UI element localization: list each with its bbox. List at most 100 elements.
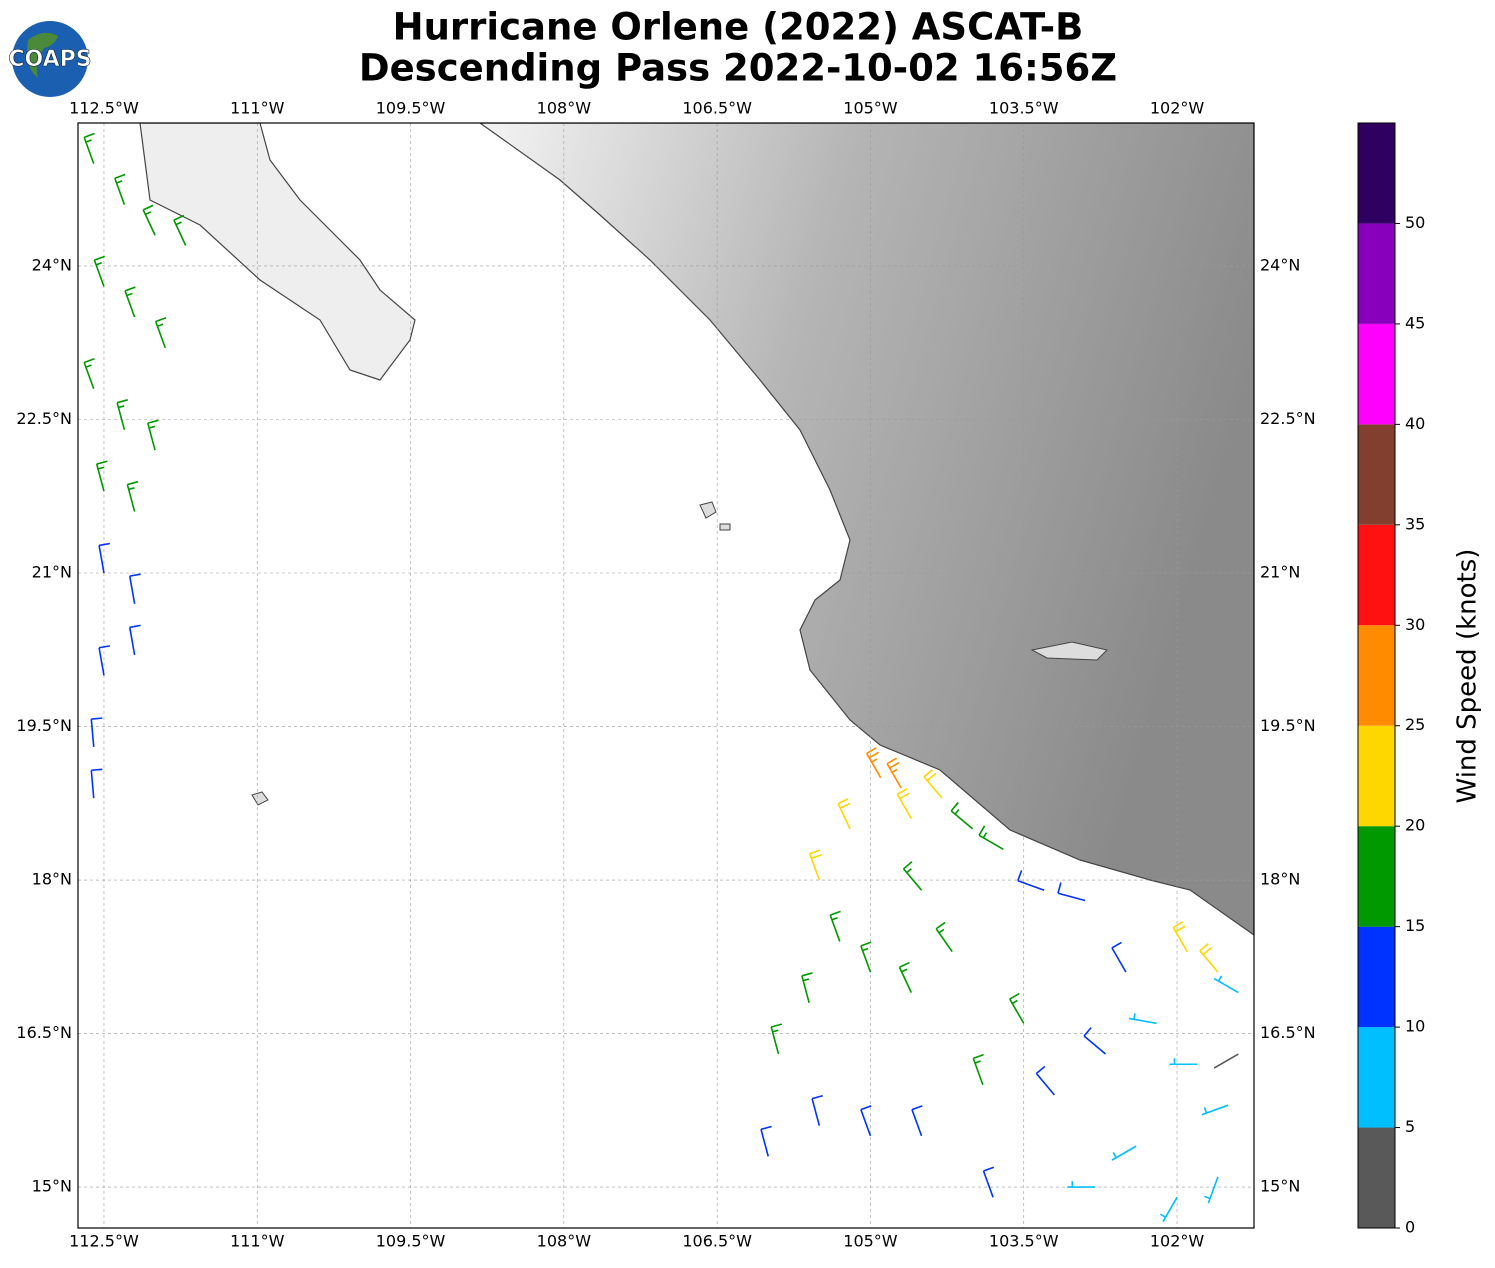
- colorbar-segment: [1358, 625, 1395, 726]
- y-tick-label: 15°N: [1260, 1177, 1300, 1196]
- wind-barb: [90, 768, 103, 799]
- x-tick-label: 108°W: [537, 1232, 592, 1251]
- wind-barb: [128, 573, 141, 604]
- x-tick-label: 106.5°W: [682, 99, 752, 118]
- wind-barb: [98, 645, 111, 676]
- wind-barb: [147, 419, 159, 451]
- y-tick-label: 21°N: [32, 563, 72, 582]
- y-tick-label: 22.5°N: [1260, 409, 1316, 428]
- y-tick-label: 19.5°N: [16, 716, 72, 735]
- map-background: [78, 123, 1254, 1228]
- logo-text: COAPS: [8, 47, 91, 72]
- colorbar-frame: [1357, 122, 1396, 1229]
- x-tick-label: 105°W: [843, 1232, 898, 1251]
- y-tick-label: 15°N: [32, 1177, 72, 1196]
- colorbar-tick-label: 50: [1405, 213, 1425, 232]
- grid: [78, 123, 1254, 1228]
- y-tick-label: 16.5°N: [16, 1023, 72, 1042]
- y-tick-label: 19.5°N: [1260, 716, 1316, 735]
- colorbar-label: Wind Speed (knots): [1453, 549, 1483, 804]
- y-tick-label: 16.5°N: [1260, 1023, 1316, 1042]
- colorbar-tick-label: 10: [1405, 1017, 1425, 1036]
- colorbar-segment: [1358, 926, 1395, 1028]
- logo-land: [27, 32, 58, 78]
- wind-barb: [1111, 941, 1127, 973]
- mainland: [478, 123, 1254, 936]
- x-tick-label: 105°W: [843, 99, 898, 118]
- y-tick-label: 18°N: [1260, 870, 1300, 889]
- colorbar-segment: [1358, 223, 1395, 324]
- wind-barb: [95, 460, 108, 492]
- map-frame: [77, 122, 1255, 1229]
- chart-subtitle: Descending Pass 2022-10-02 16:56Z: [359, 47, 1117, 90]
- x-tick-label: 106.5°W: [682, 1232, 752, 1251]
- wind-barb: [1009, 992, 1025, 1024]
- wind-barb: [811, 1094, 823, 1126]
- wind-barb: [124, 286, 136, 318]
- wind-barb: [923, 769, 943, 799]
- wind-barb: [860, 941, 872, 973]
- wind-barb: [93, 255, 105, 287]
- wind-barb: [760, 1125, 772, 1157]
- colorbar-tick-label: 15: [1405, 916, 1425, 935]
- islands: [251, 501, 1108, 806]
- x-tick-label: 111°W: [230, 1232, 285, 1251]
- wind-barb: [126, 480, 139, 512]
- colorbar-tick-label: 45: [1405, 313, 1425, 332]
- chart-title: Hurricane Orlene (2022) ASCAT-B: [393, 6, 1084, 49]
- wind-barb: [860, 1105, 872, 1137]
- y-tick-label: 24°N: [32, 255, 72, 274]
- x-tick-label: 103.5°W: [989, 1232, 1059, 1251]
- wind-barb: [1204, 1176, 1219, 1204]
- colorbar-segment: [1358, 424, 1395, 525]
- colorbar-segment: [1358, 725, 1395, 827]
- wind-barb: [770, 1023, 783, 1055]
- wind-barb: [1172, 921, 1188, 953]
- wind-barb: [154, 317, 167, 349]
- wind-barbs: [83, 132, 1239, 1222]
- wind-barb: [1213, 1053, 1239, 1069]
- wind-barb: [865, 747, 882, 779]
- wind-barb: [1057, 882, 1086, 902]
- y-tick-label: 21°N: [1260, 563, 1300, 582]
- wind-barb: [801, 972, 813, 1004]
- wind-barb: [1201, 1104, 1229, 1116]
- wind-barb: [116, 399, 128, 430]
- wind-barb: [886, 757, 902, 789]
- wind-barb: [83, 357, 95, 390]
- wind-barb: [978, 825, 1004, 851]
- baja-california: [139, 123, 416, 381]
- wind-barb: [972, 1053, 984, 1085]
- wind-barb: [809, 849, 823, 881]
- colorbar-tick-label: 5: [1405, 1117, 1415, 1136]
- x-tick-label: 102°W: [1150, 99, 1205, 118]
- wind-barb: [1128, 1013, 1157, 1025]
- x-tick-label: 108°W: [537, 99, 592, 118]
- wind-barb: [829, 910, 841, 942]
- wind-barb: [1213, 975, 1239, 994]
- x-tick-label: 102°W: [1150, 1232, 1205, 1251]
- x-tick-label: 103.5°W: [989, 99, 1059, 118]
- x-tick-label: 109.5°W: [376, 1232, 446, 1251]
- wind-barb: [1035, 1065, 1056, 1096]
- wind-barb: [1199, 943, 1219, 973]
- colorbar-segment: [1358, 524, 1395, 626]
- wind-barb: [98, 542, 111, 574]
- wind-barb: [837, 798, 851, 830]
- wind-barb: [935, 921, 953, 953]
- colorbar-segment: [1358, 323, 1395, 425]
- y-tick-label: 18°N: [32, 870, 72, 889]
- colorbar-tick-label: 25: [1405, 715, 1425, 734]
- colorbar-segment: [1358, 1027, 1395, 1128]
- x-tick-label: 112.5°W: [69, 1232, 139, 1251]
- wind-barb: [911, 1105, 923, 1137]
- colorbar-tick-label: 35: [1405, 514, 1425, 533]
- wind-barb: [902, 861, 923, 891]
- wind-barb: [83, 132, 95, 164]
- colorbar-tick-label: 40: [1405, 414, 1425, 433]
- colorbar-tick-label: 20: [1405, 816, 1425, 835]
- wind-barb: [173, 214, 187, 246]
- colorbar-segment: [1358, 826, 1395, 927]
- wind-barb: [1083, 1027, 1107, 1055]
